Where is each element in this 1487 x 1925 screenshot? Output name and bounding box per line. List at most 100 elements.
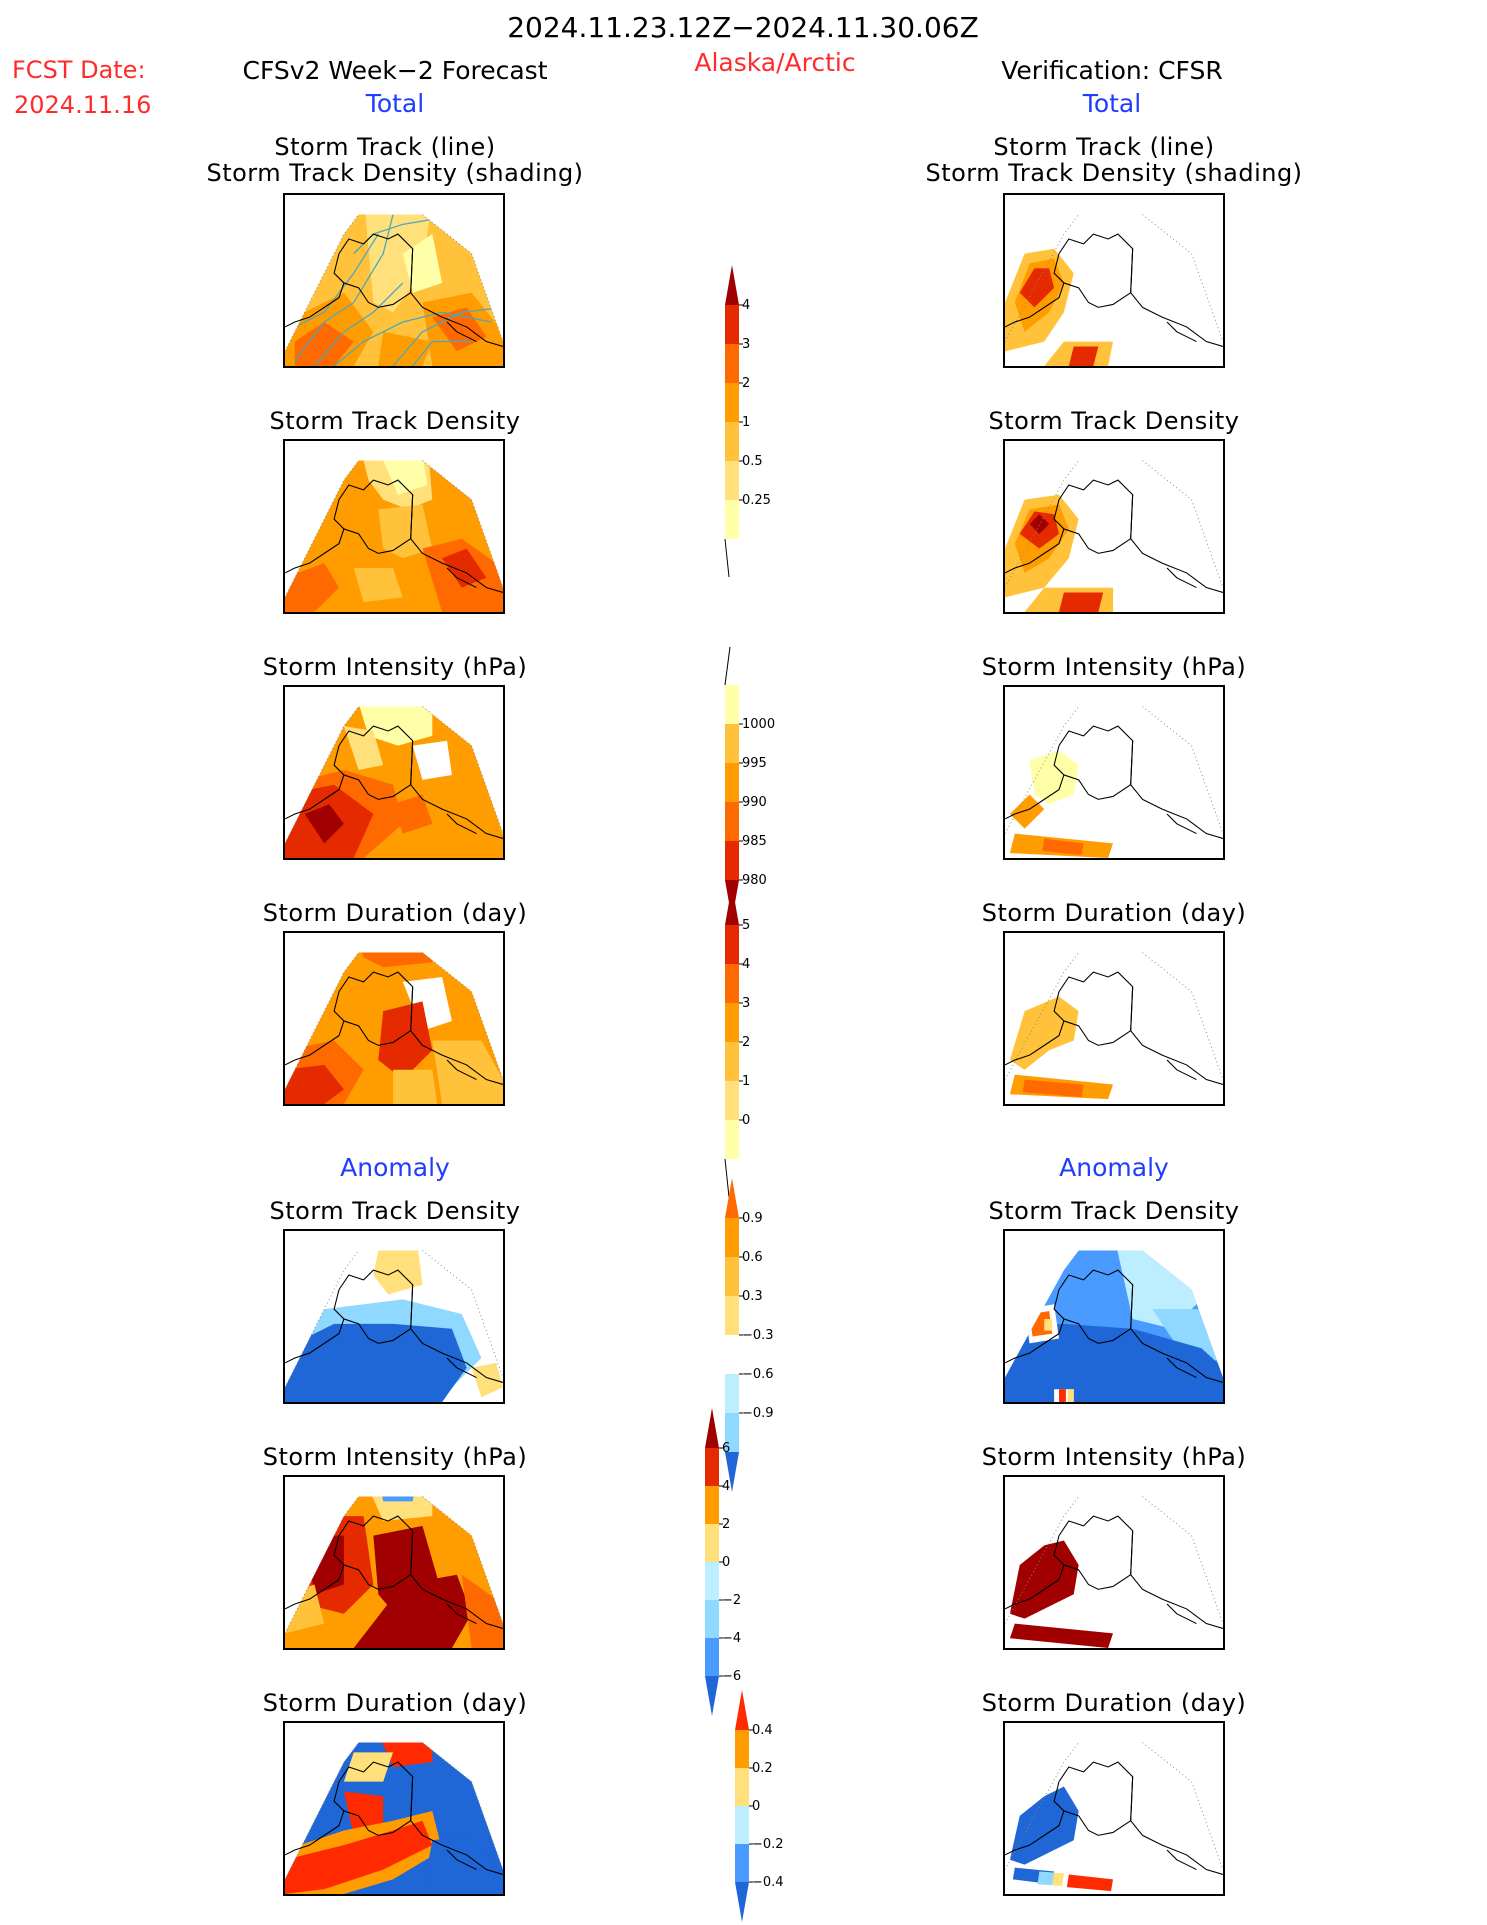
colorbar-storm-intensity-tail [724,646,731,686]
colorbar-anomaly-intensity-swatch-5 [705,1600,719,1638]
colorbar-storm-duration-swatch-2 [725,964,739,1003]
colorbar-anomaly-density-label-2: 0.3 [742,1289,763,1304]
colorbar-anomaly-intensity-label-4: −2 [722,1593,741,1608]
colorbar-storm-duration-label-1: 4 [742,957,750,972]
colorbar-anomaly-duration: 0.4 0.2 0 −0.2 −0.4 [725,1690,805,1922]
map-fcst-anom-intensity [283,1475,505,1650]
colorbar-anomaly-intensity-label-0: 6 [722,1441,730,1456]
right-track-shading-title: Storm Track Density (shading) [925,159,1303,187]
map-fcst-duration [283,931,505,1106]
colorbar-anomaly-density-swatch-3 [725,1296,739,1335]
colorbar-storm-intensity-swatch-4 [725,841,739,880]
colorbar-storm-track-density-swatch-3 [725,383,739,422]
colorbar-anomaly-density-label-3: −0.3 [742,1328,774,1343]
colorbar-storm-duration-swatch-6 [725,1120,739,1159]
colorbar-storm-track-density: 4 3 2 1 0.5 0.25 [715,265,795,578]
colorbar-storm-duration-label-3: 2 [742,1035,750,1050]
colorbar-storm-track-density-label-2: 2 [742,376,750,391]
map-fcst-track [283,193,505,368]
colorbar-anomaly-density-swatch-0 [725,1178,739,1218]
right-intensity-title: Storm Intensity (hPa) [981,653,1247,681]
map-fcst-anom-density [283,1229,505,1404]
map-verif-intensity [1003,685,1225,860]
colorbar-anomaly-duration-label-1: 0.2 [752,1761,773,1776]
colorbar-storm-track-density-swatch-6 [725,500,739,539]
colorbar-storm-duration-swatch-1 [725,925,739,964]
colorbar-storm-track-density-swatch-5 [725,461,739,500]
map-fcst-density [283,439,505,614]
right-density-title: Storm Track Density [988,407,1240,435]
date-range: 2024.11.23.12Z−2024.11.30.06Z [507,11,979,44]
colorbar-storm-track-density-label-0: 4 [742,298,750,313]
colorbar-anomaly-duration-swatch-4 [735,1844,749,1882]
colorbar-storm-track-density-swatch-4 [725,422,739,461]
map-verif-anom-density [1003,1229,1225,1404]
colorbar-storm-duration-swatch-3 [725,1003,739,1042]
colorbar-storm-intensity-swatch-0 [725,685,739,724]
colorbar-storm-track-density-swatch-1 [725,305,739,344]
colorbar-storm-duration-tail [724,1158,730,1198]
colorbar-storm-intensity-label-3: 985 [742,834,767,849]
colorbar-storm-duration-swatch-5 [725,1081,739,1120]
colorbar-anomaly-duration-swatch-2 [735,1768,749,1806]
colorbar-storm-duration: 5 4 3 2 1 0 [715,885,795,1198]
left-anom-density-title: Storm Track Density [269,1197,521,1225]
map-verif-density [1003,439,1225,614]
colorbar-storm-intensity-swatch-3 [725,802,739,841]
colorbar-storm-intensity-swatch-1 [725,724,739,763]
left-anomaly-label: Anomaly [340,1153,450,1182]
left-column-title: CFSv2 Week−2 Forecast [242,56,548,85]
colorbar-anomaly-density-swatch-4 [725,1335,739,1374]
colorbar-storm-intensity-label-0: 1000 [742,717,775,732]
colorbar-anomaly-density-label-0: 0.9 [742,1211,763,1226]
colorbar-storm-intensity-swatch-2 [725,763,739,802]
colorbar-anomaly-duration-swatch-1 [735,1730,749,1768]
colorbar-anomaly-density: 0.9 0.6 0.3 −0.3 −0.6 −0.9 [715,1178,795,1492]
colorbar-anomaly-duration-label-2: 0 [752,1799,760,1814]
colorbar-anomaly-duration-label-4: −0.4 [752,1875,784,1890]
region-label: Alaska/Arctic [694,48,856,77]
map-verif-anom-duration [1003,1721,1225,1896]
left-anom-intensity-title: Storm Intensity (hPa) [262,1443,528,1471]
fcst-date-value: 2024.11.16 [14,91,152,119]
colorbar-storm-intensity-label-2: 990 [742,795,767,810]
colorbar-anomaly-density-swatch-6 [725,1413,739,1452]
map-verif-duration [1003,931,1225,1106]
colorbar-storm-track-density-tail [724,538,730,578]
colorbar-anomaly-density-swatch-5 [725,1374,739,1413]
colorbar-storm-track-density-label-3: 1 [742,415,750,430]
colorbar-storm-track-density-label-5: 0.25 [742,493,771,508]
colorbar-anomaly-density-swatch-7 [725,1452,739,1492]
map-fcst-intensity [283,685,505,860]
colorbar-storm-duration-swatch-0 [725,885,739,925]
fcst-date-label: FCST Date: [12,56,146,84]
right-column-title: Verification: CFSR [1001,56,1223,85]
colorbar-storm-intensity-label-4: 980 [742,873,767,888]
map-verif-track [1003,193,1225,368]
colorbar-storm-intensity-label-1: 995 [742,756,767,771]
right-anom-intensity-title: Storm Intensity (hPa) [981,1443,1247,1471]
colorbar-anomaly-density-label-4: −0.6 [742,1367,774,1382]
colorbar-storm-duration-label-2: 3 [742,996,750,1011]
colorbar-anomaly-intensity-label-5: −4 [722,1631,741,1646]
colorbar-anomaly-intensity-swatch-3 [705,1524,719,1562]
colorbar-anomaly-intensity-swatch-2 [705,1486,719,1524]
colorbar-storm-intensity: 1000 995 990 985 980 [715,645,795,920]
colorbar-anomaly-intensity-swatch-6 [705,1638,719,1676]
colorbar-anomaly-density-label-5: −0.9 [742,1406,774,1421]
colorbar-anomaly-intensity-label-3: 0 [722,1555,730,1570]
colorbar-storm-duration-label-4: 1 [742,1074,750,1089]
left-density-title: Storm Track Density [269,407,521,435]
left-intensity-title: Storm Intensity (hPa) [262,653,528,681]
colorbar-anomaly-intensity-swatch-7 [705,1676,719,1716]
colorbar-anomaly-intensity-label-1: 4 [722,1479,730,1494]
colorbar-anomaly-intensity-swatch-1 [705,1448,719,1486]
colorbar-storm-duration-label-5: 0 [742,1113,750,1128]
colorbar-anomaly-intensity-swatch-0 [705,1408,719,1448]
map-verif-anom-intensity [1003,1475,1225,1650]
left-track-line-title: Storm Track (line) [274,133,496,161]
colorbar-anomaly-density-swatch-1 [725,1218,739,1257]
left-anom-duration-title: Storm Duration (day) [262,1689,528,1717]
right-anom-density-title: Storm Track Density [988,1197,1240,1225]
left-track-shading-title: Storm Track Density (shading) [206,159,584,187]
